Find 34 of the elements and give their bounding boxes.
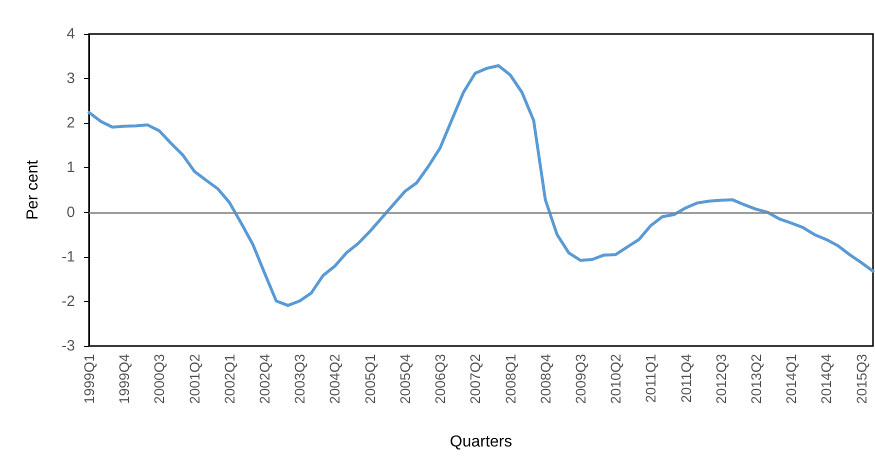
x-tick-label: 2011Q1: [642, 354, 659, 403]
y-tick-label: 4: [66, 26, 75, 42]
x-axis-title: Quarters: [450, 434, 512, 450]
y-tick-label: -3: [62, 338, 75, 354]
x-tick-label: 2008Q4: [537, 354, 554, 404]
x-tick-label: 1999Q1: [81, 354, 97, 404]
x-tick-label: 2015Q3: [853, 354, 870, 404]
x-tick-label: 2012Q3: [712, 354, 729, 404]
y-tick-label: -1: [62, 248, 75, 266]
x-tick-label: 2003Q3: [292, 354, 308, 404]
x-tick-label: 2008Q1: [502, 354, 518, 404]
y-tick-label: 3: [66, 70, 75, 88]
x-tick-label: 2001Q2: [186, 354, 202, 404]
x-tick-label: 2014Q4: [818, 354, 834, 404]
y-tick-label: 0: [66, 204, 75, 221]
y-tick-label: 1: [66, 159, 75, 176]
x-tick-label: 2010Q2: [608, 354, 624, 404]
x-tick-label: 2002Q1: [221, 354, 238, 404]
x-tick-label: 2005Q1: [362, 354, 378, 404]
x-tick-label: 2013Q2: [748, 354, 764, 404]
x-tick-label: 2002Q4: [256, 354, 273, 404]
x-tick-label: 2009Q3: [572, 354, 588, 404]
y-tick-label: -2: [62, 292, 75, 310]
x-tick-label: 2011Q4: [678, 354, 694, 403]
x-tick-label: 2006Q3: [432, 354, 448, 404]
x-tick-label: 2005Q4: [396, 354, 413, 404]
x-tick-label: 2007Q2: [467, 354, 484, 404]
x-tick-label: 2004Q2: [326, 354, 343, 404]
y-axis-title: Per cent: [24, 160, 42, 220]
x-tick-label: 2014Q1: [783, 354, 800, 404]
line-series: [88, 64, 874, 307]
x-tick-label: 2000Q3: [151, 354, 168, 404]
y-tick-label: 2: [66, 114, 75, 132]
x-tick-label: 1999Q4: [116, 354, 132, 404]
